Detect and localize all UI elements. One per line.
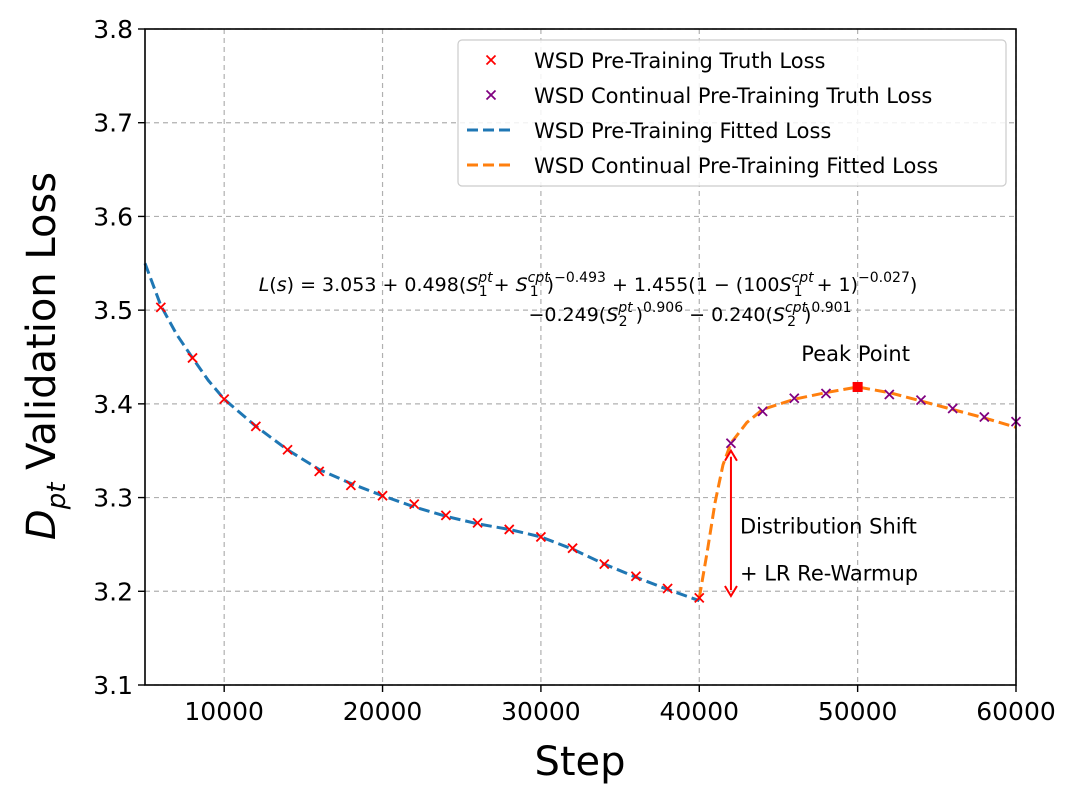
truth-marker: [535, 531, 547, 543]
distribution-shift-label: Distribution Shift: [740, 515, 917, 539]
truth-marker: [567, 543, 578, 554]
truth-marker: [440, 510, 452, 521]
truth-marker: [757, 406, 768, 417]
legend-label: WSD Continual Pre-Training Fitted Loss: [534, 154, 938, 178]
truth-marker: [155, 302, 166, 313]
truth-marker: [219, 394, 230, 405]
legend-label: WSD Pre-Training Truth Loss: [534, 49, 825, 73]
x-tick-label: 30000: [501, 697, 581, 726]
legend-item: WSD Continual Pre-Training Fitted Loss: [467, 154, 938, 178]
peak-point-marker: [852, 381, 863, 392]
truth-marker: [599, 558, 610, 570]
y-tick-label: 3.2: [93, 577, 133, 606]
legend-label: WSD Pre-Training Fitted Loss: [534, 119, 831, 143]
truth-marker: [789, 393, 800, 404]
truth-marker: [662, 583, 673, 594]
truth-marker: [884, 389, 895, 400]
x-tick-label: 20000: [343, 697, 423, 726]
peak-point-label: Peak Point: [801, 342, 910, 366]
y-tick-label: 3.1: [93, 671, 133, 700]
y-axis-label: Dpt Validation Loss: [19, 172, 72, 540]
formula-line-2: −0.249(Spt 2)0.906 − 0.240(Scpt 2)0.901: [528, 300, 851, 330]
truth-marker: [725, 438, 737, 449]
series-layer: [143, 262, 1022, 603]
y-tick-label: 3.4: [93, 390, 133, 419]
legend: WSD Pre-Training Truth Loss WSD Continual…: [457, 39, 1007, 187]
y-tick-label: 3.3: [93, 484, 133, 513]
truth-marker: [820, 388, 832, 399]
truth-marker: [409, 498, 420, 510]
y-tick-label: 3.5: [93, 296, 133, 325]
legend-item: WSD Continual Pre-Training Truth Loss: [485, 84, 932, 108]
truth-marker: [694, 592, 705, 603]
legend-marker: [485, 54, 497, 66]
truth-marker: [377, 490, 388, 501]
legend-box: [457, 39, 1007, 187]
x-tick-label: 10000: [184, 697, 264, 726]
truth-marker: [915, 394, 927, 406]
y-axis-label-main: D: [19, 509, 65, 540]
axis-ticks: 10000 20000 30000 40000 50000 60000 3.1 3.2 3.3 3…: [93, 15, 1056, 726]
legend-label: WSD Continual Pre-Training Truth Loss: [534, 84, 932, 108]
lr-rewarmup-label: + LR Re-Warmup: [740, 562, 918, 586]
truth-marker: [345, 480, 357, 491]
legend-item: WSD Pre-Training Truth Loss: [485, 49, 825, 73]
annotations: L(s) = 3.053 + 0.498(Spt 1 + Scpt 1)−0.493…: [259, 270, 918, 586]
truth-marker: [282, 444, 293, 455]
y-axis-label-rest: Validation Loss: [19, 172, 65, 483]
truth-marker: [472, 517, 483, 529]
legend-item: WSD Pre-Training Fitted Loss: [467, 119, 831, 143]
truth-marker: [504, 524, 515, 535]
truth-marker: [250, 421, 261, 432]
truth-marker: [630, 571, 642, 582]
y-tick-label: 3.6: [93, 202, 133, 231]
formula-line-1: L(s) = 3.053 + 0.498(Spt 1 + Scpt 1)−0.493…: [259, 270, 918, 300]
legend-marker: [485, 89, 497, 101]
truth-marker: [979, 411, 990, 423]
truth-marker: [314, 466, 325, 477]
y-tick-label: 3.8: [93, 15, 133, 44]
y-tick-label: 3.7: [93, 109, 133, 138]
fitted-line-1: [697, 385, 1017, 599]
x-tick-label: 50000: [818, 697, 898, 726]
truth-marker: [947, 403, 958, 414]
plot-area-frame: [144, 28, 1017, 686]
distribution-shift-arrow: [724, 448, 738, 598]
y-axis-label-subscript: pt: [42, 482, 72, 511]
truth-marker: [187, 352, 198, 364]
x-tick-label: 60000: [976, 697, 1056, 726]
x-tick-label: 40000: [660, 697, 740, 726]
x-axis-label: Step: [534, 739, 625, 785]
